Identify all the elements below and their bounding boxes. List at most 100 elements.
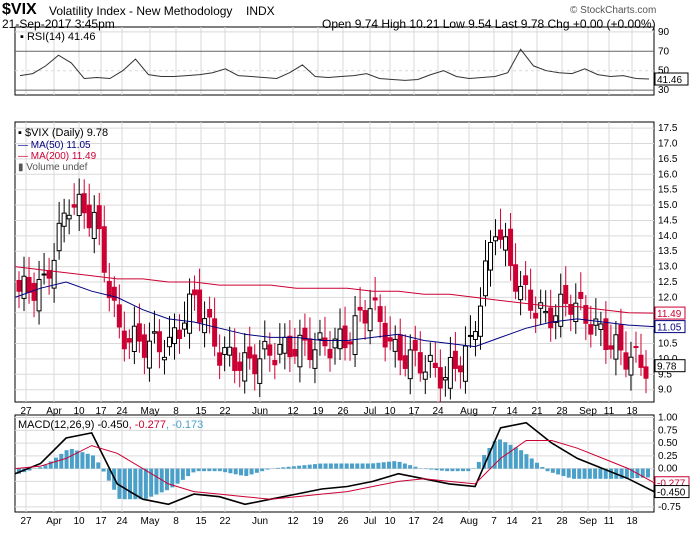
candle-body	[343, 326, 347, 348]
candle-body	[278, 344, 282, 354]
macd-histogram-bar	[392, 461, 396, 468]
macd-histogram-bar	[556, 469, 560, 475]
candle-body	[594, 319, 598, 325]
macd-histogram-bar	[593, 469, 597, 479]
candle-body	[132, 326, 136, 351]
macd-histogram-bar	[577, 469, 581, 479]
candle-body	[589, 325, 593, 335]
macd-histogram-bar	[339, 464, 343, 469]
x-tick-label-bottom: Jun	[252, 516, 268, 527]
macd-histogram-bar	[535, 463, 539, 469]
candle-body	[87, 205, 91, 228]
candle-body	[569, 305, 573, 315]
candle-body	[273, 360, 277, 364]
date-stamp: 21-Sep-2017 3:45pm	[2, 17, 115, 31]
macd-histogram-bar	[207, 469, 211, 472]
candle-body	[534, 313, 538, 318]
candle-body	[233, 348, 237, 371]
macd-histogram-bar	[598, 469, 602, 479]
candle-body	[223, 348, 227, 355]
rsi-tick-label: 30	[658, 85, 670, 96]
candle-body	[604, 319, 608, 350]
x-tick-label: 17	[408, 406, 420, 417]
candle-body	[458, 366, 462, 372]
candle-body	[77, 194, 81, 215]
x-tick-label: 17	[95, 406, 107, 417]
macd-histogram-bar	[540, 467, 544, 469]
candle-body	[549, 308, 553, 328]
volume-legend: ▮ Volume undef	[18, 162, 88, 173]
candle-body	[519, 286, 523, 299]
candle-body	[448, 357, 452, 388]
candle-body	[42, 274, 46, 275]
candle-body	[178, 330, 182, 338]
exchange: INDX	[246, 4, 275, 18]
candle-body	[308, 339, 312, 360]
macd-histogram-bar	[255, 469, 259, 473]
rsi-label: ▪ RSI(14) 41.46	[20, 31, 95, 43]
candle-body	[599, 324, 603, 330]
candle-body	[483, 261, 487, 296]
candle-body	[112, 287, 116, 300]
ma50-tag: 11.05	[657, 323, 682, 334]
macd-histogram-bar	[292, 466, 296, 468]
macd-histogram-bar	[561, 469, 565, 476]
x-tick-label-bottom: Apr	[46, 516, 62, 527]
x-tick-label: 19	[312, 406, 324, 417]
macd-histogram-bar	[43, 465, 47, 468]
macd-histogram-bar	[546, 469, 550, 472]
macd-histogram-bar	[234, 469, 238, 475]
x-tick-label: 15	[195, 406, 207, 417]
candle-body	[248, 347, 252, 358]
price-tick-label: 13.5	[658, 246, 678, 257]
candle-body	[142, 335, 146, 357]
macd-histogram-bar	[96, 462, 100, 468]
x-tick-label: 7	[491, 406, 497, 417]
x-tick-label: Jun	[252, 406, 268, 417]
candle-body	[218, 353, 222, 365]
macd-histogram-bar	[228, 469, 232, 474]
candle-body	[413, 341, 417, 351]
macd-histogram-bar	[139, 469, 143, 500]
macd-histogram-bar	[80, 452, 84, 468]
x-tick-label: 10	[384, 406, 396, 417]
macd-histogram-bar	[376, 463, 380, 469]
x-tick-label-bottom: 24	[116, 516, 128, 527]
macd-histogram-bar	[567, 469, 571, 478]
price-tick-label: 13.0	[658, 262, 678, 273]
candle-body	[117, 305, 121, 327]
candle-body	[544, 311, 548, 312]
x-tick-label-bottom: 26	[337, 516, 349, 527]
x-tick-label: 27	[20, 406, 32, 417]
x-tick-label: Jul	[364, 406, 377, 417]
rsi-value-tag: 41.46	[657, 75, 682, 86]
x-tick-label-bottom: 19	[312, 516, 324, 527]
x-tick-label-bottom: 18	[626, 516, 638, 527]
macd-histogram-bar	[70, 449, 74, 469]
candle-body	[323, 338, 327, 346]
macd-histogram-bar	[450, 469, 454, 472]
macd-histogram-bar	[334, 464, 338, 469]
candle-body	[473, 332, 477, 340]
candle-body	[268, 345, 272, 355]
macd-histogram-bar	[371, 463, 375, 468]
macd-histogram-bar	[260, 469, 264, 472]
candle-body	[27, 277, 31, 292]
macd-histogram-bar	[154, 469, 158, 495]
macd-histogram-bar	[281, 467, 285, 468]
x-tick-label: 11	[604, 406, 615, 417]
candle-body	[82, 194, 86, 213]
macd-histogram-bar	[514, 448, 518, 469]
candle-body	[353, 316, 357, 355]
candle-body	[17, 280, 21, 291]
macd-histogram-bar	[250, 469, 254, 475]
macd-histogram-bar	[413, 467, 417, 469]
x-tick-label: 10	[73, 406, 85, 417]
candle-body	[102, 227, 106, 272]
x-tick-label-bottom: 17	[408, 516, 420, 527]
macd-histogram-bar	[318, 464, 322, 469]
macd-histogram-bar	[102, 469, 106, 472]
x-tick-label-bottom: 12	[287, 516, 299, 527]
candle-body	[418, 353, 422, 373]
